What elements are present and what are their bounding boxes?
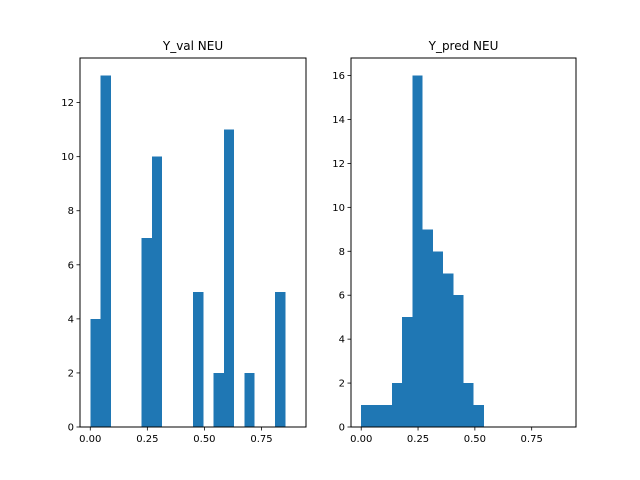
- histogram-bar: [473, 405, 484, 427]
- histogram-bar: [141, 237, 152, 427]
- x-tick-label: 0.50: [193, 434, 215, 445]
- x-tick-label: 0.00: [350, 434, 372, 445]
- y-tick-label: 8: [339, 247, 345, 258]
- y-tick-label: 0: [68, 423, 74, 434]
- histogram-bar: [443, 273, 454, 427]
- histogram-bar: [151, 156, 163, 427]
- y-tick-label: 4: [339, 335, 345, 346]
- chart-title: Y_val NEU: [162, 39, 223, 53]
- x-tick-label: 0.50: [464, 434, 486, 445]
- y-tick-label: 10: [332, 203, 345, 214]
- subplot-2: 0.00 0.25 0.50 0.75 0 2 4 6 8 10 12 14 16 Y_pred NEU: [332, 39, 577, 445]
- histogram-bar: [402, 317, 413, 427]
- histogram-bar: [193, 291, 204, 427]
- histogram-bar: [275, 291, 286, 427]
- histogram-bar: [90, 318, 101, 427]
- histogram-bar: [432, 251, 444, 427]
- histogram-bar: [223, 129, 235, 427]
- y-tick-label: 12: [332, 159, 345, 170]
- x-tick-label: 0.25: [136, 434, 158, 445]
- histogram-bar: [381, 405, 392, 427]
- subplot-1: 0.00 0.25 0.50 0.75 0 2 4 6 8 10 12 Y_val NEU: [61, 39, 307, 445]
- histogram-bar: [453, 295, 464, 427]
- y-tick-label: 0: [339, 423, 345, 434]
- y-tick-label: 16: [332, 71, 345, 82]
- histogram-bar: [371, 405, 382, 427]
- y-tick-label: 4: [68, 314, 74, 325]
- histogram-bar: [391, 383, 403, 427]
- x-tick-label: 0.75: [521, 434, 543, 445]
- y-tick-label: 2: [68, 368, 74, 379]
- y-tick-label: 6: [339, 291, 345, 302]
- y-tick-label: 10: [61, 152, 74, 163]
- histogram-bar: [361, 405, 372, 427]
- y-tick-label: 12: [61, 98, 74, 109]
- histogram-bar: [213, 372, 224, 427]
- y-tick-label: 14: [332, 115, 345, 126]
- x-tick-label: 0.00: [79, 434, 101, 445]
- chart-title: Y_pred NEU: [428, 39, 499, 53]
- axes-frame: [79, 57, 307, 428]
- y-tick-label: 2: [339, 379, 345, 390]
- histogram-bar: [412, 75, 423, 428]
- histogram-bar: [422, 229, 433, 427]
- x-tick-label: 0.75: [250, 434, 272, 445]
- histogram-bar: [244, 372, 255, 427]
- histogram-bar: [100, 75, 111, 428]
- y-tick-label: 8: [68, 206, 74, 217]
- y-tick-label: 6: [68, 260, 74, 271]
- axes-frame: [350, 57, 577, 428]
- histogram-bar: [463, 383, 474, 427]
- x-tick-label: 0.25: [407, 434, 429, 445]
